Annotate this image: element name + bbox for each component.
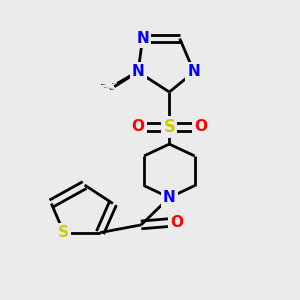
Text: S: S — [163, 118, 175, 136]
Text: N: N — [188, 64, 200, 79]
Text: N: N — [163, 190, 176, 205]
Text: methyl: methyl — [110, 89, 115, 90]
Text: N: N — [136, 31, 149, 46]
Text: methyl: methyl — [104, 87, 109, 88]
Text: methyl: methyl — [112, 83, 117, 84]
Text: methyl: methyl — [110, 88, 115, 90]
Text: S: S — [58, 225, 69, 240]
Text: methyl: methyl — [101, 84, 106, 85]
Text: methyl: methyl — [108, 88, 113, 89]
Text: O: O — [132, 119, 145, 134]
Text: N: N — [132, 64, 145, 79]
Text: O: O — [194, 119, 207, 134]
Text: O: O — [170, 215, 183, 230]
